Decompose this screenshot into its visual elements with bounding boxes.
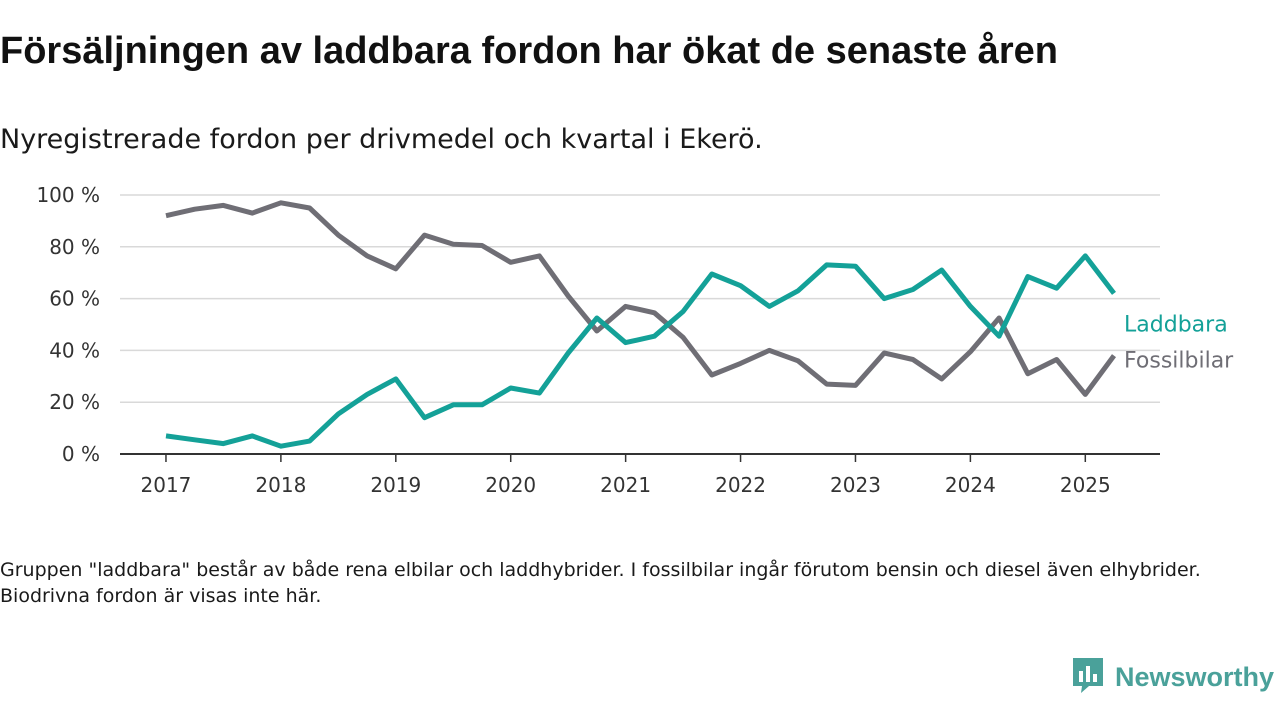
x-tick-label: 2025 xyxy=(1060,473,1111,497)
series-line-fossilbilar xyxy=(165,200,1117,397)
x-tick-label: 2021 xyxy=(600,473,651,497)
y-tick-label: 60 % xyxy=(49,287,100,311)
x-tick-label: 2019 xyxy=(370,473,421,497)
series-label-laddbara: Laddbara xyxy=(1124,312,1228,337)
newsworthy-logo-icon xyxy=(1071,656,1105,698)
y-tick-label: 100 % xyxy=(36,183,100,207)
x-tick-label: 2023 xyxy=(830,473,881,497)
series-line-laddbara xyxy=(165,253,1116,449)
page-subtitle: Nyregistrerade fordon per drivmedel och … xyxy=(0,124,763,155)
y-tick-label: 80 % xyxy=(49,235,100,259)
y-tick-label: 40 % xyxy=(49,338,100,362)
x-tick-label: 2018 xyxy=(255,473,306,497)
x-tick-label: 2024 xyxy=(945,473,996,497)
x-tick-label: 2020 xyxy=(485,473,536,497)
grid-lines xyxy=(120,194,1160,403)
line-chart: 0 % 20 % 40 % 60 % 80 % 100 % 2017 2018 2019 202… xyxy=(36,183,1234,497)
y-tick-label: 0 % xyxy=(62,442,100,466)
x-axis-ticks: 2017 2018 2019 2020 2021 2022 2023 2024 2025 xyxy=(141,454,1111,497)
brand-name: Newsworthy xyxy=(1114,661,1274,692)
x-tick-label: 2017 xyxy=(141,473,192,497)
page-title: Försäljningen av laddbara fordon har öka… xyxy=(0,30,1058,72)
series-labels: Laddbara Fossilbilar xyxy=(1124,312,1234,373)
y-axis-ticks: 0 % 20 % 40 % 60 % 80 % 100 % xyxy=(36,183,100,466)
brand[interactable]: Newsworthy xyxy=(1071,656,1274,698)
footnote: Gruppen "laddbara" består av både rena e… xyxy=(0,559,1201,607)
y-tick-label: 20 % xyxy=(49,390,100,414)
series-lines xyxy=(165,200,1117,449)
series-label-fossilbilar: Fossilbilar xyxy=(1124,349,1234,374)
x-tick-label: 2022 xyxy=(715,473,766,497)
